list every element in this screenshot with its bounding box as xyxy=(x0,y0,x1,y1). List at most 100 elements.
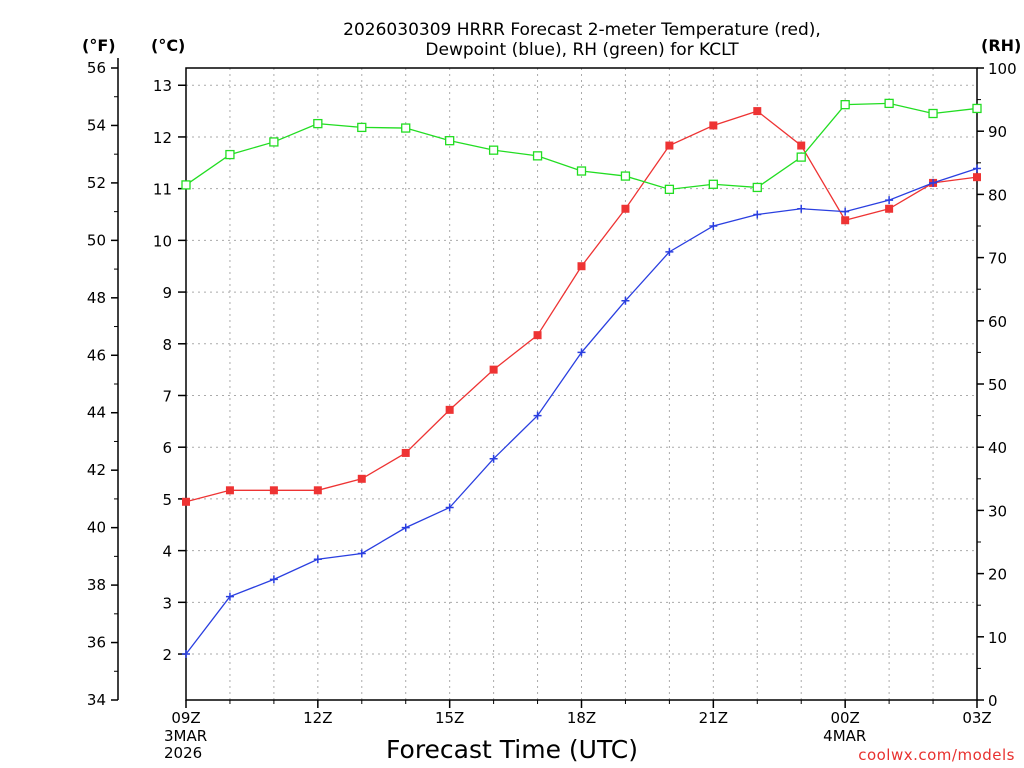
celsius-tick-label: 5 xyxy=(162,491,172,509)
rh-tick-label: 30 xyxy=(988,502,1007,520)
celsius-tick-label: 12 xyxy=(153,129,172,147)
2-meter-temperature-point xyxy=(489,365,498,374)
axes: 3436384042444648505254562345678910111213… xyxy=(87,58,1017,762)
dewpoint-point xyxy=(709,222,718,230)
dewpoint-point xyxy=(797,204,806,213)
dewpoint-point xyxy=(357,549,366,558)
x-year-label: 2026 xyxy=(164,744,202,762)
grid-lines xyxy=(186,68,977,700)
rh-point xyxy=(840,100,850,110)
dewpoint-point xyxy=(929,178,938,187)
rh-tick-label: 90 xyxy=(988,123,1007,141)
x-tick-label: 03Z xyxy=(962,709,991,727)
rh-point xyxy=(313,118,323,129)
rh-tick-label: 50 xyxy=(988,376,1007,394)
dewpoint-point xyxy=(841,207,850,216)
rh-tick-label: 70 xyxy=(988,250,1007,268)
dewpoint-point xyxy=(313,555,322,564)
rh-point xyxy=(708,179,718,189)
2-meter-temperature-point xyxy=(665,141,674,150)
rh-point xyxy=(532,151,543,161)
rh-point xyxy=(445,136,455,146)
dewpoint-point xyxy=(225,592,234,601)
fahrenheit-tick-label: 38 xyxy=(87,576,106,594)
celsius-tick-label: 6 xyxy=(162,439,172,457)
dewpoint-point xyxy=(665,247,674,256)
2-meter-temperature-point xyxy=(973,173,981,182)
plot-frame xyxy=(185,67,978,701)
celsius-tick-label: 2 xyxy=(162,646,172,664)
celsius-tick-label: 8 xyxy=(162,336,172,354)
celsius-tick-label: 7 xyxy=(162,387,172,405)
x-tick-label: 12Z xyxy=(303,709,332,727)
celsius-tick-label: 13 xyxy=(153,77,172,95)
data-series xyxy=(181,98,982,659)
rh-tick-label: 20 xyxy=(988,566,1007,584)
dewpoint-point xyxy=(973,164,981,173)
2-meter-temperature-point xyxy=(313,486,322,495)
2-meter-temperature-point xyxy=(885,204,894,213)
x-tick-label: 15Z xyxy=(435,709,464,727)
dewpoint-point xyxy=(577,348,586,357)
2-meter-temperature-point xyxy=(709,121,718,130)
2-meter-temperature-point xyxy=(357,474,366,483)
rh-point xyxy=(796,152,806,162)
rh-tick-label: 80 xyxy=(988,186,1007,204)
x-tick-label: 09Z xyxy=(171,709,200,727)
dewpoint-point xyxy=(401,523,410,532)
fahrenheit-tick-label: 36 xyxy=(87,634,106,652)
x-axis-label: Forecast Time (UTC) xyxy=(386,735,638,764)
2-meter-temperature-point xyxy=(753,107,762,116)
rh-point xyxy=(972,103,982,114)
2-meter-temperature-point xyxy=(269,486,278,495)
fahrenheit-tick-label: 34 xyxy=(87,691,106,709)
rh-axis-label: (RH) xyxy=(981,36,1021,55)
chart-title-line2: Dewpoint (blue), RH (green) for KCLT xyxy=(425,40,739,60)
x-tick-label: 00Z xyxy=(830,709,859,727)
rh-tick-label: 10 xyxy=(988,629,1007,647)
rh-tick-label: 60 xyxy=(988,313,1007,331)
celsius-tick-label: 11 xyxy=(153,181,172,199)
rh-point xyxy=(181,180,191,190)
rh-point xyxy=(752,182,762,193)
x-tick-label: 18Z xyxy=(567,709,596,727)
rh-point xyxy=(225,149,235,160)
2-meter-temperature-point xyxy=(577,262,586,271)
rh-point xyxy=(884,98,894,109)
rh-point xyxy=(269,137,279,147)
rh-tick-label: 0 xyxy=(988,692,998,710)
2-meter-temperature-point xyxy=(797,141,806,150)
x-date-label: 4MAR xyxy=(823,727,866,745)
fahrenheit-tick-label: 56 xyxy=(87,59,106,77)
rh-point xyxy=(620,171,631,181)
2-meter-temperature-point xyxy=(533,331,542,340)
dewpoint-point xyxy=(885,196,894,205)
2-meter-temperature-point xyxy=(445,405,454,414)
celsius-tick-label: 3 xyxy=(162,594,172,612)
2-meter-temperature-point xyxy=(225,486,234,495)
fahrenheit-axis-label: (°F) xyxy=(82,36,116,55)
2-meter-temperature-point xyxy=(401,448,410,457)
celsius-tick-label: 10 xyxy=(153,232,172,250)
dewpoint-point xyxy=(269,575,278,584)
chart-title-line1: 2026030309 HRRR Forecast 2-meter Tempera… xyxy=(343,20,821,40)
fahrenheit-tick-label: 44 xyxy=(87,404,106,422)
dewpoint-point xyxy=(489,454,498,463)
celsius-tick-label: 4 xyxy=(162,543,172,561)
rh-point xyxy=(488,145,499,155)
x-tick-label: 21Z xyxy=(699,709,728,727)
fahrenheit-tick-label: 50 xyxy=(87,231,106,249)
fahrenheit-tick-label: 52 xyxy=(87,174,106,192)
dewpoint-point xyxy=(182,650,190,659)
dewpoint-point xyxy=(753,210,762,219)
rh-tick-label: 40 xyxy=(988,439,1007,457)
fahrenheit-tick-label: 40 xyxy=(87,519,106,537)
x-date-label: 3MAR xyxy=(164,727,207,745)
rh-tick-label: 100 xyxy=(988,60,1017,78)
dewpoint-point xyxy=(445,503,454,512)
dewpoint-point xyxy=(533,411,542,420)
rh-point xyxy=(928,108,938,119)
celsius-tick-label: 9 xyxy=(162,284,172,302)
fahrenheit-tick-label: 46 xyxy=(87,346,106,364)
credit-text: coolwx.com/models xyxy=(858,746,1015,764)
